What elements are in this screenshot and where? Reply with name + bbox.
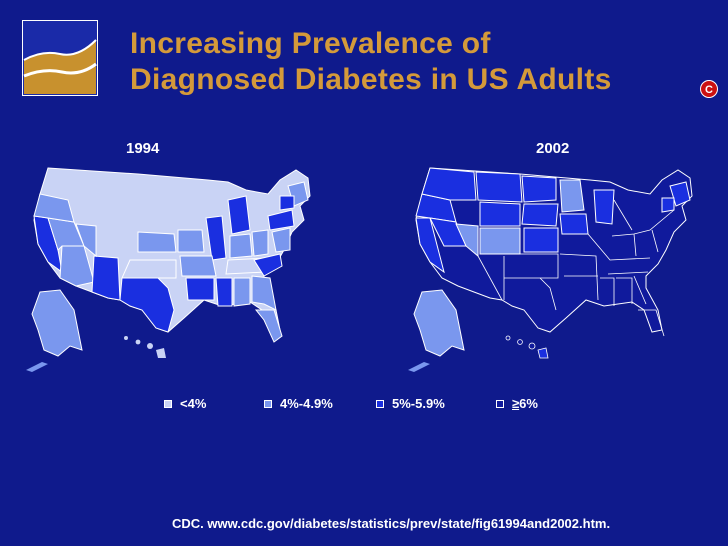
legend-label-ge6-symbol: ≥ xyxy=(512,396,520,411)
us-map-2002 xyxy=(408,167,693,372)
title-line-2: Diagnosed Diabetes in US Adults xyxy=(130,63,612,96)
legend-swatch-ge6 xyxy=(496,399,504,408)
legend-swatch-5-5.9 xyxy=(376,399,384,408)
slide-title: Increasing Prevalence of Diagnosed Diabe… xyxy=(130,26,700,98)
source-citation: CDC. www.cdc.gov/diabetes/statistics/pre… xyxy=(172,516,611,531)
legend-swatch-lt4 xyxy=(164,399,172,408)
cdc-logo xyxy=(22,20,98,96)
badge-letter: C xyxy=(705,84,713,96)
legend-item-4-4.9: 4%-4.9% xyxy=(264,396,333,411)
legend-label-4-4.9: 4%-4.9% xyxy=(280,396,333,411)
year-label-2002: 2002 xyxy=(536,140,570,157)
map-legend: <4% 4%-4.9% 5%-5.9% ≥6% xyxy=(0,396,728,416)
title-line-1: Increasing Prevalence of xyxy=(130,27,491,60)
legend-item-5-5.9: 5%-5.9% xyxy=(376,396,445,411)
legend-label-5-5.9: 5%-5.9% xyxy=(392,396,445,411)
legend-item-lt4: <4% xyxy=(164,396,206,411)
legend-item-ge6: ≥6% xyxy=(496,396,538,411)
legend-swatch-4-4.9 xyxy=(264,399,272,408)
legend-label-lt4: <4% xyxy=(180,396,207,411)
year-label-1994: 1994 xyxy=(126,140,160,157)
cdc-badge-icon: C xyxy=(700,80,718,98)
legend-label-ge6-rest: 6% xyxy=(519,396,538,411)
us-map-1994 xyxy=(26,167,311,372)
